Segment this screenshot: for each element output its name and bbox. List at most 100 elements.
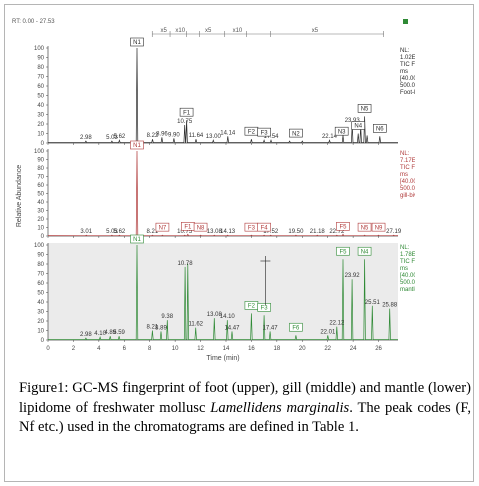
peak-rt-label: 27.19	[386, 229, 402, 235]
peak-code-label: N4	[354, 124, 362, 130]
peak-code-label: F3	[261, 130, 269, 136]
trace-info-text: NL:	[400, 151, 410, 157]
peak-rt-label: 5.03	[106, 135, 118, 141]
chromatogram-trace	[47, 244, 399, 340]
peak-rt-label: 17.54	[263, 134, 279, 140]
y-tick-label: 40	[37, 103, 44, 109]
peak-rt-label: 22.72	[329, 229, 345, 235]
y-tick-label: 70	[37, 175, 44, 181]
trace-info-text: 1.02E8	[400, 55, 415, 61]
chromatogram-trace	[47, 47, 399, 143]
y-tick-label: 0	[41, 338, 45, 344]
peak-rt-label: 17.52	[263, 229, 279, 235]
x-tick-label: 16	[248, 346, 255, 352]
y-tick-label: 40	[37, 200, 44, 206]
corner-marker-icon	[403, 19, 408, 24]
peak-rt-label: 3.01	[80, 229, 92, 235]
peak-code-label: N5	[361, 107, 369, 113]
peak-rt-label: 14.10	[220, 314, 236, 320]
peak-rt-label: 8.96	[156, 131, 168, 137]
peak-code-box	[289, 322, 303, 332]
y-tick-label: 0	[41, 234, 45, 240]
x-tick-label: 8	[148, 346, 152, 352]
peak-code-box	[130, 140, 144, 150]
y-tick-label: 30	[37, 113, 44, 119]
y-tick-label: 50	[37, 192, 44, 198]
trace-info-text: 500.00] MS	[400, 83, 415, 89]
y-tick-label: 10	[37, 329, 44, 335]
peak-code-label: N8	[197, 225, 205, 231]
peak-rt-label: 22.12	[329, 321, 345, 327]
trace-info-text: [40.00-	[400, 76, 415, 82]
y-axis-title: Relative Abundance	[16, 165, 23, 227]
peak-code-label: F1	[184, 225, 192, 231]
peak-code-label: F5	[339, 225, 347, 231]
y-tick-label: 20	[37, 217, 44, 223]
trace-info-text: ms	[400, 69, 408, 75]
y-tick-label: 80	[37, 166, 44, 172]
peak-rt-label: 14.47	[224, 325, 240, 331]
trace-info-text: ms	[400, 172, 408, 178]
peak-rt-label: 13.00	[206, 134, 222, 140]
peak-code-label: F2	[248, 129, 256, 135]
y-tick-label: 50	[37, 94, 44, 100]
trace-info-text: [40.00-	[400, 179, 415, 185]
bracket-label: x10	[233, 28, 243, 34]
y-tick-label: 70	[37, 272, 44, 278]
trace-info-text: NL:	[400, 245, 410, 251]
y-tick-label: 10	[37, 132, 44, 138]
peak-code-label: N5	[361, 225, 369, 231]
x-tick-label: 26	[375, 346, 382, 352]
peak-code-box	[371, 222, 386, 232]
peak-rt-label: 5.62	[114, 229, 126, 235]
x-tick-label: 6	[123, 346, 127, 352]
peak-rt-label: 13.08	[207, 229, 223, 235]
trace-info-text: mantle-bivalve	[400, 287, 415, 293]
y-tick-label: 100	[34, 46, 45, 52]
peak-rt-label: 25.88	[382, 303, 398, 309]
y-tick-label: 90	[37, 253, 44, 259]
peak-rt-label: 10.75	[177, 229, 193, 235]
peak-rt-label: 10.78	[178, 261, 194, 267]
peak-code-label: F5	[339, 249, 347, 255]
caption-label: Figure1:	[19, 380, 69, 396]
bracket-label: x5	[161, 28, 168, 34]
peak-rt-label: 10.75	[177, 119, 193, 125]
y-tick-label: 100	[34, 149, 45, 155]
peak-rt-label: 8.22	[147, 133, 159, 139]
peak-rt-label: 2.98	[80, 135, 92, 141]
peak-code-box	[334, 126, 349, 136]
peak-code-box	[155, 222, 170, 232]
peak-code-box	[336, 246, 350, 256]
panel-gill: 0 10 20 30 40 50 60 70 80 90 100 3.01 5.035.62 8.21 10…	[34, 140, 415, 240]
peak-code-box	[357, 222, 372, 232]
peak-code-box	[257, 222, 271, 232]
peak-code-box	[179, 107, 194, 117]
rt-range-label: RT: 0.00 - 27.53	[12, 19, 55, 25]
chromatogram-trace	[47, 150, 399, 237]
bracket-label: x5	[205, 28, 212, 34]
trace-info-text: TIC F: + c Full	[400, 62, 415, 68]
peak-code-label: F6	[292, 325, 300, 331]
peak-code-label: F3	[261, 306, 269, 312]
peak-code-label: F1	[183, 110, 191, 116]
peak-rt-label: 14.13	[220, 229, 236, 235]
trace-info-text: TIC F: + c Full	[400, 259, 415, 265]
peak-code-label: N6	[376, 127, 384, 133]
x-tick-label: 2	[72, 346, 76, 352]
peak-rt-label: 8.89	[155, 325, 167, 331]
bracket-label: x10	[175, 28, 185, 34]
trace-info-text: Foot-Bivalve	[400, 90, 415, 96]
figure-frame: RT: 0.00 - 27.53 x5 x10 x5 x10 x5 Relative Abu…	[4, 4, 474, 482]
y-tick-label: 90	[37, 158, 44, 164]
x-tick-label: 0	[46, 346, 50, 352]
peak-code-box	[130, 37, 144, 47]
trace-info-text: [40.00-	[400, 273, 415, 279]
peak-code-label: N1	[133, 40, 141, 46]
y-tick-label: 70	[37, 75, 44, 81]
y-tick-label: 60	[37, 281, 44, 287]
y-tick-label: 0	[41, 141, 45, 147]
trace-info-text: 7.17E8	[400, 158, 415, 164]
peak-rt-label: 21.18	[310, 229, 326, 235]
panel-mantle: 0 10 20 30 40 50 60 70 80 90 100 2.98 4.104.895.59 8.…	[34, 234, 415, 344]
